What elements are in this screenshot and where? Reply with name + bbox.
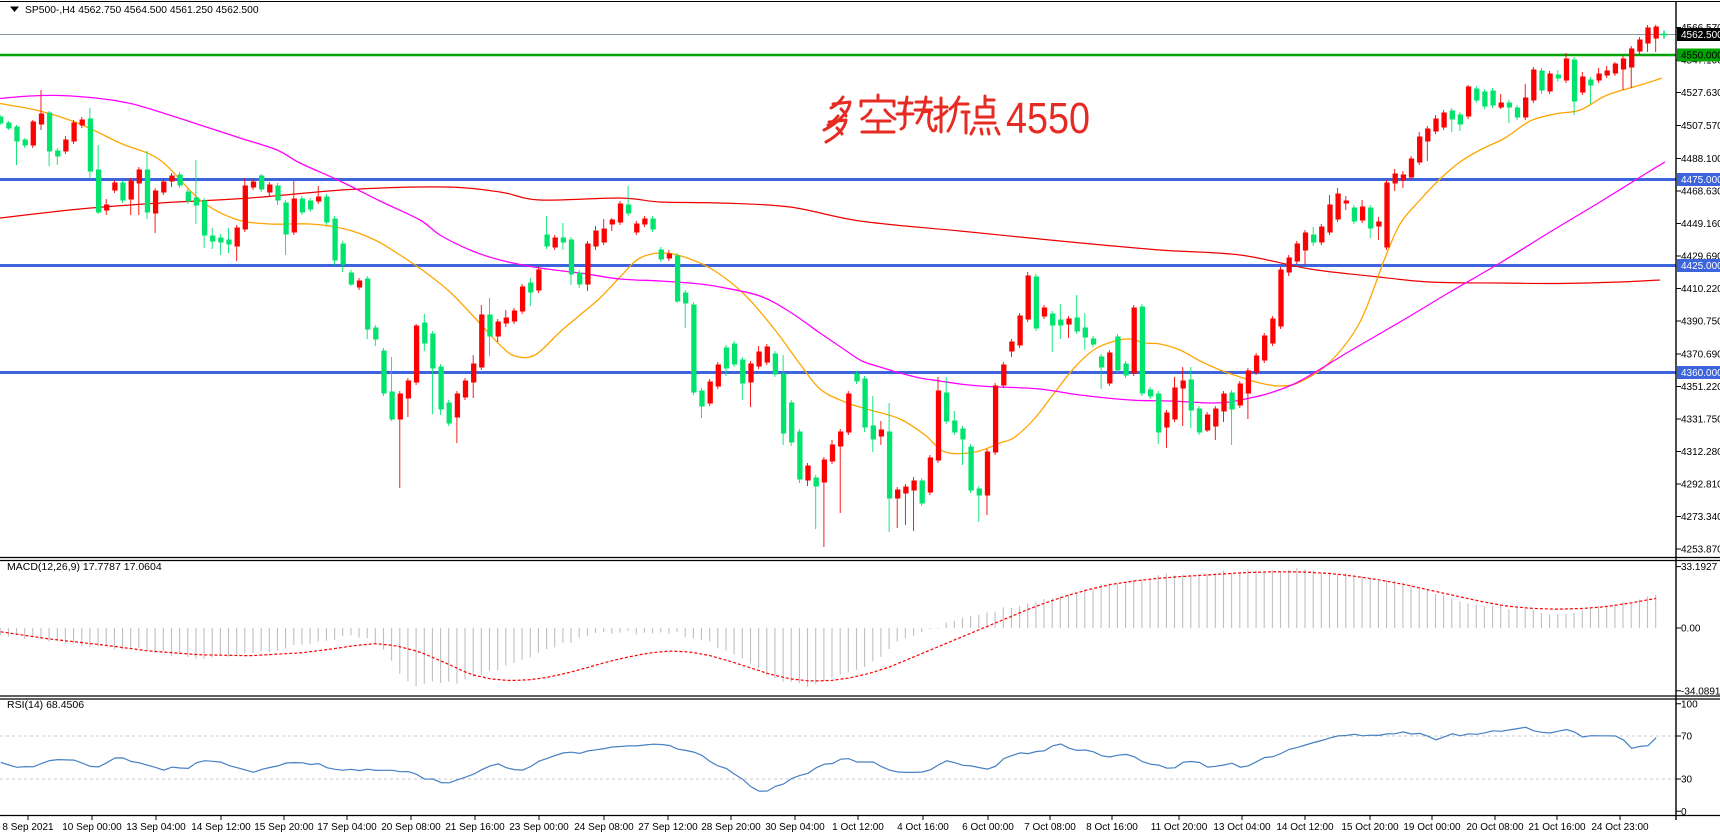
svg-text:4550.000: 4550.000 [1681,51,1720,62]
svg-text:33.1927: 33.1927 [1681,562,1718,573]
svg-text:4 Oct 16:00: 4 Oct 16:00 [897,822,949,833]
svg-text:4429.690: 4429.690 [1681,252,1720,263]
svg-text:19 Oct 00:00: 19 Oct 00:00 [1403,822,1461,833]
svg-text:4410.220: 4410.220 [1681,284,1720,295]
svg-text:4292.810: 4292.810 [1681,480,1720,491]
svg-text:4425.000: 4425.000 [1681,261,1720,272]
svg-text:4562.500: 4562.500 [1681,30,1720,41]
svg-text:RSI(14) 68.4506: RSI(14) 68.4506 [7,699,84,711]
svg-text:13 Oct 04:00: 13 Oct 04:00 [1213,822,1271,833]
svg-text:SP500-,H4 4562.750 4564.500 4: SP500-,H4 4562.750 4564.500 4561.250 456… [25,5,259,16]
svg-text:7 Oct 08:00: 7 Oct 08:00 [1024,822,1076,833]
svg-text:28 Sep 20:00: 28 Sep 20:00 [701,822,761,833]
svg-text:4527.630: 4527.630 [1681,88,1720,99]
svg-text:15 Sep 20:00: 15 Sep 20:00 [254,822,314,833]
svg-text:MACD(12,26,9) 17.7787 17.0604: MACD(12,26,9) 17.7787 17.0604 [7,561,162,573]
svg-text:0.00: 0.00 [1681,624,1701,635]
svg-text:14 Sep 12:00: 14 Sep 12:00 [191,822,251,833]
svg-text:24 Oct 23:00: 24 Oct 23:00 [1591,822,1649,833]
svg-text:24 Sep 08:00: 24 Sep 08:00 [574,822,634,833]
svg-text:14 Oct 12:00: 14 Oct 12:00 [1276,822,1334,833]
svg-text:10 Sep 00:00: 10 Sep 00:00 [62,822,122,833]
svg-text:8 Oct 16:00: 8 Oct 16:00 [1086,822,1138,833]
svg-text:4449.160: 4449.160 [1681,219,1720,230]
svg-text:11 Oct 20:00: 11 Oct 20:00 [1151,822,1208,833]
svg-text:30: 30 [1681,775,1693,786]
svg-text:6 Oct 00:00: 6 Oct 00:00 [962,822,1014,833]
svg-text:4331.750: 4331.750 [1681,415,1720,426]
svg-text:1 Oct 12:00: 1 Oct 12:00 [832,822,884,833]
svg-text:4550: 4550 [1006,94,1090,143]
svg-text:4488.100: 4488.100 [1681,154,1720,165]
svg-text:0: 0 [1681,807,1687,818]
svg-text:15 Oct 20:00: 15 Oct 20:00 [1341,822,1399,833]
svg-text:17 Sep 04:00: 17 Sep 04:00 [317,822,377,833]
svg-text:4475.000: 4475.000 [1681,175,1720,186]
svg-text:27 Sep 12:00: 27 Sep 12:00 [638,822,698,833]
svg-text:20 Sep 08:00: 20 Sep 08:00 [381,822,441,833]
svg-text:4370.690: 4370.690 [1681,350,1720,361]
svg-text:4312.280: 4312.280 [1681,447,1720,458]
svg-text:100: 100 [1681,699,1698,710]
svg-text:4360.000: 4360.000 [1681,368,1720,379]
svg-text:4468.630: 4468.630 [1681,187,1720,198]
svg-text:4507.570: 4507.570 [1681,121,1720,132]
svg-text:-34.0891: -34.0891 [1681,686,1720,697]
svg-text:23 Sep 00:00: 23 Sep 00:00 [509,822,569,833]
svg-text:20 Oct 08:00: 20 Oct 08:00 [1466,822,1524,833]
svg-text:4390.750: 4390.750 [1681,317,1720,328]
svg-text:70: 70 [1681,732,1693,743]
svg-text:4253.870: 4253.870 [1681,545,1720,556]
svg-text:30 Sep 04:00: 30 Sep 04:00 [765,822,825,833]
svg-text:21 Sep 16:00: 21 Sep 16:00 [445,822,505,833]
svg-text:13 Sep 04:00: 13 Sep 04:00 [126,822,186,833]
svg-text:4351.220: 4351.220 [1681,382,1720,393]
svg-text:8 Sep 2021: 8 Sep 2021 [2,822,54,833]
svg-text:4273.340: 4273.340 [1681,512,1720,523]
svg-text:21 Oct 16:00: 21 Oct 16:00 [1528,822,1586,833]
